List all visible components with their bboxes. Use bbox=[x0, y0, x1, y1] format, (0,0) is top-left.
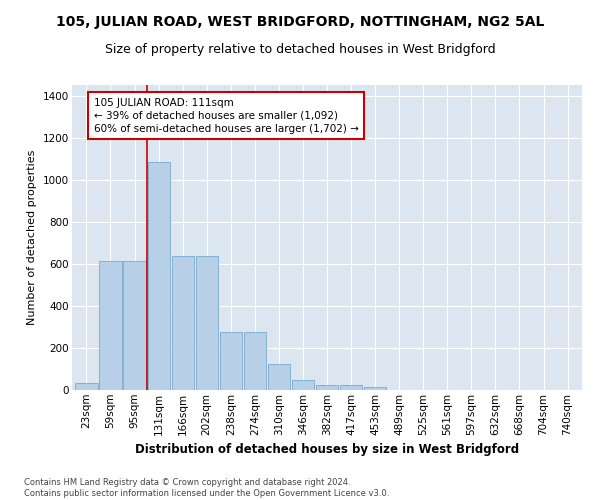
Text: Size of property relative to detached houses in West Bridgford: Size of property relative to detached ho… bbox=[104, 42, 496, 56]
Bar bbox=[316, 386, 338, 390]
Bar bbox=[220, 332, 242, 390]
Bar bbox=[292, 380, 314, 390]
Bar bbox=[124, 260, 146, 390]
Bar bbox=[268, 364, 290, 390]
Bar bbox=[76, 382, 98, 390]
Bar bbox=[172, 256, 194, 390]
Bar bbox=[340, 386, 362, 390]
Bar bbox=[148, 162, 170, 390]
Text: Contains HM Land Registry data © Crown copyright and database right 2024.
Contai: Contains HM Land Registry data © Crown c… bbox=[24, 478, 389, 498]
X-axis label: Distribution of detached houses by size in West Bridgford: Distribution of detached houses by size … bbox=[135, 443, 519, 456]
Text: 105, JULIAN ROAD, WEST BRIDGFORD, NOTTINGHAM, NG2 5AL: 105, JULIAN ROAD, WEST BRIDGFORD, NOTTIN… bbox=[56, 15, 544, 29]
Y-axis label: Number of detached properties: Number of detached properties bbox=[28, 150, 37, 325]
Text: 105 JULIAN ROAD: 111sqm
← 39% of detached houses are smaller (1,092)
60% of semi: 105 JULIAN ROAD: 111sqm ← 39% of detache… bbox=[94, 98, 359, 134]
Bar bbox=[364, 388, 386, 390]
Bar bbox=[196, 256, 218, 390]
Bar bbox=[244, 332, 266, 390]
Bar bbox=[100, 260, 122, 390]
